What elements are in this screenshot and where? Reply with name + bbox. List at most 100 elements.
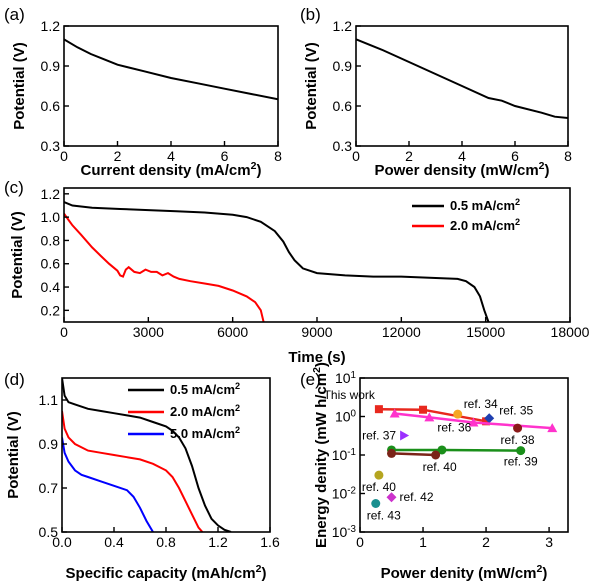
panel-label-c: (c) <box>4 178 24 197</box>
x-tick-label: 1.6 <box>260 534 280 550</box>
y-tick-label: 10-3 <box>332 524 357 541</box>
y-tick-label: 0.2 <box>41 302 61 318</box>
x-tick-label: 3 <box>545 534 553 550</box>
legend-label-c-1: 2.0 mA/cm2 <box>450 217 520 233</box>
data-point-e-0-1 <box>419 405 428 414</box>
annotation-label-10: ref. 43 <box>367 508 401 522</box>
annotation-label-1: ref. 34 <box>464 397 498 411</box>
y-tick-label: 0.3 <box>41 138 61 154</box>
data-point-e-7-0 <box>387 448 397 458</box>
chart-panel-e: 0 1 2 3 10-3 10-2 10-1 100 101 Power denity (mW/c… <box>300 362 569 582</box>
legend-label-d-2: 5.0 mA/cm2 <box>170 425 240 441</box>
plot-frame-d <box>61 377 271 533</box>
data-point-e-0-2 <box>482 417 491 426</box>
annotation-label-9: ref. 42 <box>400 490 434 504</box>
data-point-e-3-2 <box>468 417 479 427</box>
x-tick-label: 6 <box>221 148 229 164</box>
data-point-e-10-0 <box>371 498 381 508</box>
y-axis-label: Potential (V) <box>9 211 26 299</box>
legend-label-c-0: 0.5 mA/cm2 <box>450 197 520 213</box>
x-tick-label: 0 <box>60 148 68 164</box>
x-tick-label: 2 <box>114 148 122 164</box>
y-tick-label: 100 <box>335 408 357 425</box>
annotation-label-8: ref. 40 <box>362 480 396 494</box>
series-line-e-3 <box>394 412 553 430</box>
annotation-label-7: ref. 40 <box>423 460 457 474</box>
data-point-e-1-0 <box>453 409 463 419</box>
annotation-label-2: ref. 35 <box>499 403 533 417</box>
x-axis-label: Current density (mA/cm2) <box>81 160 262 179</box>
y-tick-label: 0.4 <box>41 279 61 295</box>
x-tick-label: 4 <box>167 148 175 164</box>
series-line-b-0 <box>356 38 568 119</box>
y-tick-label: 1.2 <box>41 18 61 34</box>
x-tick-label: 0 <box>352 148 360 164</box>
series-line-e-6 <box>391 448 521 452</box>
panel-label-b: (b) <box>300 5 321 24</box>
y-tick-label: 0.9 <box>41 58 61 74</box>
series-line-c-0 <box>64 201 490 322</box>
data-point-e-9-0 <box>386 492 397 503</box>
data-point-e-3-1 <box>424 412 435 422</box>
x-tick-label: 0.8 <box>156 534 176 550</box>
y-tick-label: 0.6 <box>41 256 61 272</box>
data-point-e-8-0 <box>374 470 384 480</box>
plot-frame-a <box>63 25 279 147</box>
legend-label-d-1: 2.0 mA/cm2 <box>170 403 240 419</box>
x-tick-label: 4 <box>458 148 466 164</box>
x-tick-label: 6000 <box>217 324 248 340</box>
x-tick-label: 18000 <box>551 324 590 340</box>
y-tick-label: 0.3 <box>333 138 353 154</box>
annotation-label-0: This work <box>324 388 376 402</box>
series-line-d-0 <box>62 378 232 532</box>
chart-panel-d: 0.0 0.4 0.8 1.2 1.6 0.5 0.7 0.9 1.1 Specific capa… <box>4 370 280 582</box>
x-tick-label: 0.0 <box>52 534 72 550</box>
panel-label-e: (e) <box>300 370 321 389</box>
annotation-label-4: ref. 37 <box>362 429 396 443</box>
annotation-label-5: ref. 38 <box>501 433 535 447</box>
series-line-a-0 <box>64 38 278 101</box>
x-tick-label: 8 <box>564 148 572 164</box>
data-point-e-7-1 <box>431 450 441 460</box>
chart-panel-a: 0 2 4 6 8 0.3 0.6 0.9 1.2 Current density (mA/cm2… <box>4 5 282 179</box>
x-axis-label: Specific capacity (mAh/cm2) <box>66 563 267 582</box>
y-axis-label: Potential (V) <box>11 42 28 130</box>
x-tick-label: 6 <box>511 148 519 164</box>
series-line-d-2 <box>62 437 154 532</box>
y-tick-label: 101 <box>335 370 356 387</box>
chart-panel-c: 0 3000 6000 9000 12000 15000 18000 0.2 0.4 0.6 0.8… <box>4 178 590 366</box>
y-tick-label: 0.6 <box>333 98 353 114</box>
y-tick-label: 0.6 <box>41 98 61 114</box>
chart-panel-b: 0 2 4 6 8 0.3 0.6 0.9 1.2 Power density (mW/cm2) P… <box>300 5 572 179</box>
y-tick-label: 0.9 <box>333 58 353 74</box>
x-tick-label: 0 <box>356 534 364 550</box>
y-tick-label: 10-2 <box>332 485 356 502</box>
y-axis-label: Potential (V) <box>5 411 22 499</box>
x-axis-label: Time (s) <box>288 349 345 366</box>
x-tick-label: 8 <box>274 148 282 164</box>
series-line-e-7 <box>391 452 436 457</box>
series-line-c-1 <box>64 213 265 322</box>
y-tick-label: 0.8 <box>41 232 61 248</box>
x-tick-label: 2 <box>482 534 490 550</box>
data-point-e-6-1 <box>437 445 447 455</box>
data-point-e-0-0 <box>374 405 383 414</box>
x-tick-label: 2 <box>405 148 413 164</box>
x-tick-label: 0.4 <box>104 534 124 550</box>
panel-label-d: (d) <box>4 370 25 389</box>
x-tick-label: 3000 <box>133 324 164 340</box>
x-tick-label: 1 <box>419 534 427 550</box>
data-point-e-4-0 <box>400 430 410 441</box>
y-tick-label: 1.2 <box>41 186 61 202</box>
annotation-label-6: ref. 39 <box>504 455 538 469</box>
y-tick-label: 1.0 <box>41 209 61 225</box>
y-axis-label: Energy denity (mW h/cm2) <box>311 362 330 548</box>
data-point-e-2-0 <box>484 413 495 424</box>
data-point-e-6-2 <box>516 446 526 456</box>
panel-label-a: (a) <box>4 5 25 24</box>
data-point-e-3-3 <box>547 423 558 433</box>
series-line-d-1 <box>62 410 204 532</box>
y-tick-label: 1.2 <box>333 18 353 34</box>
x-tick-label: 9000 <box>301 324 332 340</box>
